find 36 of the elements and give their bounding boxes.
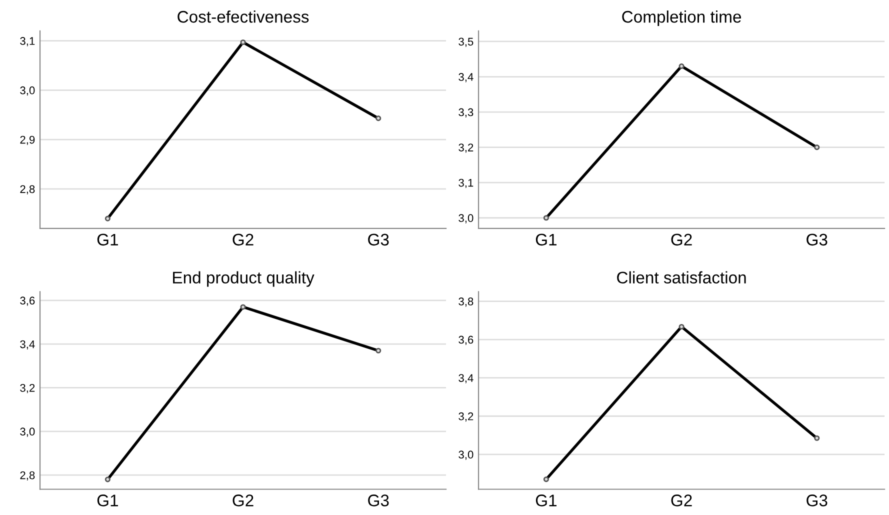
y-tick-label: 3,6 <box>458 336 474 345</box>
x-tick-label: G3 <box>806 494 828 506</box>
x-tick-label: G1 <box>97 494 118 506</box>
x-tick-label: G2 <box>232 234 254 246</box>
y-tick-label: 3,2 <box>458 144 474 153</box>
y-tick-label: 3,2 <box>458 412 474 422</box>
y-tick-label: 2,9 <box>20 136 35 146</box>
y-tick-label: 3,0 <box>458 450 474 460</box>
y-tick-label: 2,8 <box>20 471 35 481</box>
x-tick-label: G3 <box>368 494 389 506</box>
y-tick-label: 3,0 <box>20 86 35 96</box>
x-tick-label: G3 <box>806 234 828 246</box>
x-tick-label: G1 <box>536 234 556 246</box>
chart-title: End product quality <box>173 271 314 287</box>
y-tick-label: 3,4 <box>458 73 474 82</box>
x-tick-label: G3 <box>368 234 389 246</box>
y-tick-label: 3,0 <box>458 214 474 224</box>
chart-title: Cost-efectiveness <box>178 10 309 23</box>
x-tick-label: G2 <box>671 494 692 506</box>
y-tick-label: 3,5 <box>458 38 474 47</box>
y-tick-label: 3,2 <box>20 384 35 394</box>
x-tick-label: G2 <box>232 494 254 506</box>
y-tick-label: 3,4 <box>20 340 35 350</box>
x-tick-label: G1 <box>97 234 118 246</box>
x-tick-label: G2 <box>671 234 692 246</box>
x-tick-label: G1 <box>536 494 556 506</box>
chart-title: Client satisfaction <box>617 271 746 284</box>
y-tick-label: 3,1 <box>20 37 35 46</box>
y-tick-label: 3,6 <box>20 296 35 306</box>
y-tick-label: 3,3 <box>458 108 474 118</box>
y-tick-label: 3,1 <box>458 178 474 188</box>
y-tick-label: 2,8 <box>20 185 35 194</box>
y-tick-label: 3,8 <box>458 298 474 307</box>
y-tick-label: 3,4 <box>458 374 474 384</box>
y-tick-label: 3,0 <box>20 428 35 437</box>
chart-title: Completion time <box>622 10 742 26</box>
